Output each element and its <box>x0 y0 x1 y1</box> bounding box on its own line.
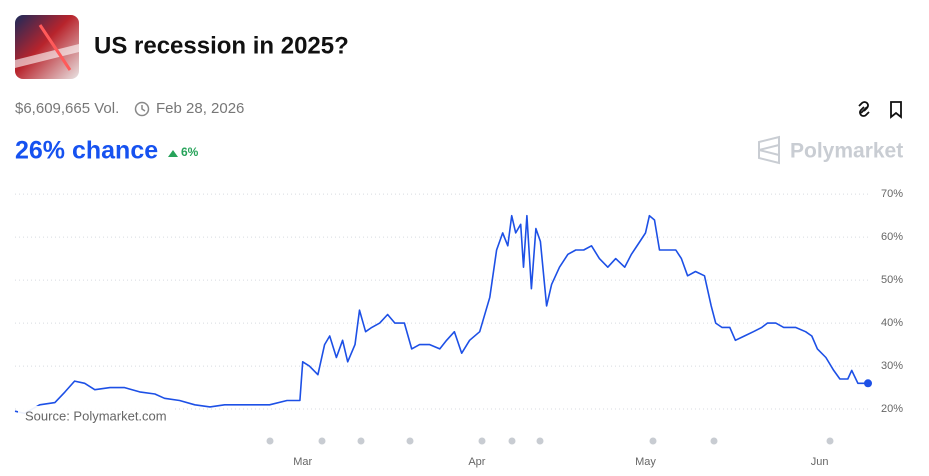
x-tick-label: Mar <box>293 456 312 468</box>
source-box <box>18 406 175 428</box>
source-badge: Source: Polymarket.com <box>18 406 175 428</box>
brand: Polymarket <box>790 140 903 163</box>
brand-logo <box>758 135 780 165</box>
source-label: Source: Polymarket.com <box>25 408 167 423</box>
market-title: US recession in 2025? <box>94 32 349 59</box>
y-tick-label: 40% <box>881 317 903 329</box>
x-tick-label: Apr <box>468 456 485 468</box>
link-button[interactable] <box>858 101 870 117</box>
x-tick-label: Jun <box>811 456 829 468</box>
y-tick-label: 70% <box>881 188 903 200</box>
y-tick-label: 60% <box>881 231 903 243</box>
current-point <box>864 379 872 388</box>
y-tick-label: 20% <box>881 403 903 415</box>
change: 6% <box>181 145 199 159</box>
change-arrow <box>168 150 178 157</box>
y-tick-label: 50% <box>881 274 903 286</box>
timeline-dots <box>266 437 834 445</box>
volume: $6,609,665 Vol. <box>15 100 119 117</box>
chance: 26% chance <box>15 137 158 165</box>
market-thumbnail <box>15 15 79 79</box>
bookmark-button[interactable] <box>890 101 902 119</box>
price-line <box>14 214 868 415</box>
clock-icon <box>134 101 150 117</box>
x-tick-label: May <box>635 456 656 468</box>
end-date: Feb 28, 2026 <box>156 100 244 117</box>
y-tick-label: 30% <box>881 360 903 372</box>
